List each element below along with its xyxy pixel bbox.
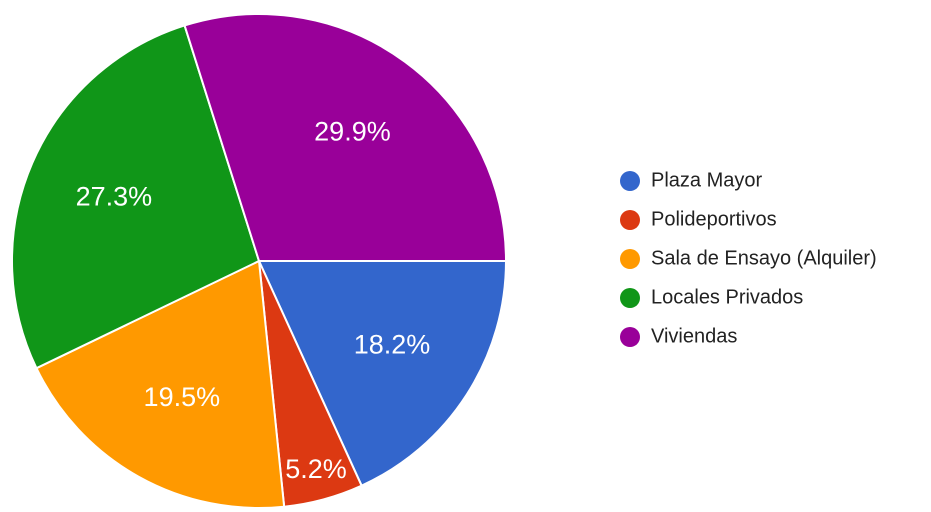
pie-slice — [257, 260, 508, 488]
legend-text: Locales Privados — [651, 286, 803, 308]
slice-label: 29.9% — [314, 117, 391, 147]
pie-slice — [183, 13, 508, 262]
legend-text: Viviendas — [651, 325, 737, 347]
slice-label: 5.2% — [285, 454, 347, 484]
legend-marker — [620, 327, 640, 347]
slice-label: 27.3% — [76, 181, 153, 211]
legend-marker — [620, 249, 640, 269]
legend-marker — [620, 171, 640, 191]
legend-text: Polideportivos — [651, 208, 777, 230]
legend-marker — [620, 288, 640, 308]
pie-slice — [11, 24, 261, 370]
legend-text: Sala de Ensayo (Alquiler) — [651, 247, 877, 269]
legend-marker — [620, 210, 640, 230]
pie-slice — [35, 259, 286, 509]
legend-text: Plaza Mayor — [651, 169, 762, 191]
slice-label: 19.5% — [144, 382, 221, 412]
slice-label: 18.2% — [354, 330, 431, 360]
